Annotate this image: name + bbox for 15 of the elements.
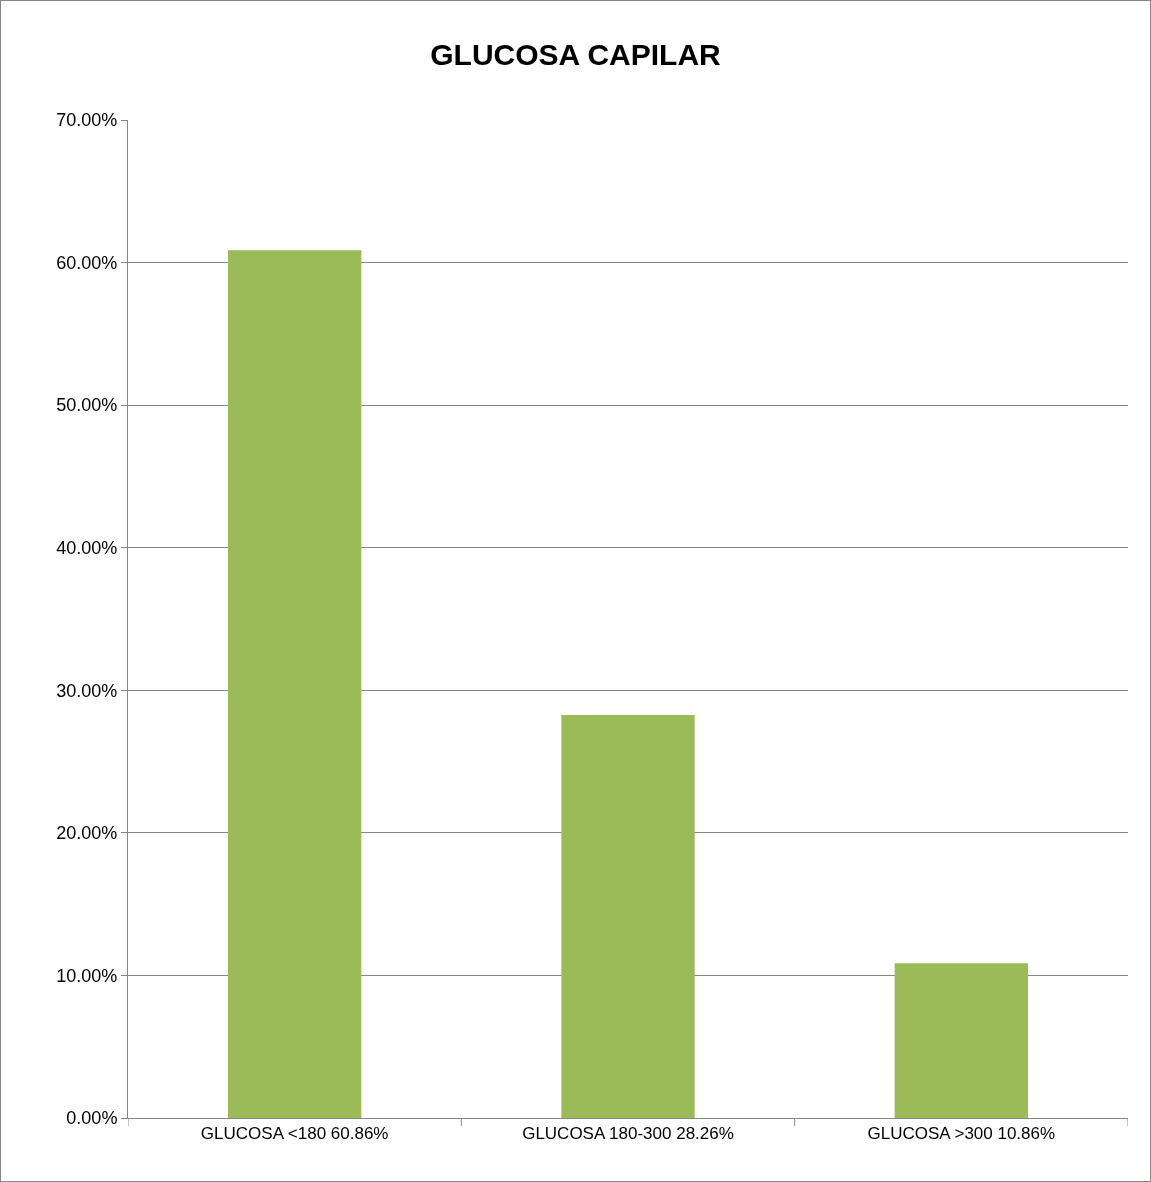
- chart-title: GLUCOSA CAPILAR: [430, 37, 722, 71]
- y-tick-label: 20.00%: [56, 823, 118, 844]
- y-tick-label: 10.00%: [56, 965, 118, 986]
- y-tick-label: 70.00%: [56, 110, 118, 131]
- x-tick-label: GLUCOSA >300 10.86%: [867, 1124, 1056, 1144]
- x-tick-label: GLUCOSA <180 60.86%: [200, 1124, 389, 1144]
- y-tick-label: 60.00%: [56, 252, 118, 273]
- bar: [561, 715, 695, 1118]
- y-tick-label: 30.00%: [56, 680, 118, 701]
- bar: [894, 963, 1028, 1118]
- bar: [228, 250, 362, 1118]
- y-tick-label: 50.00%: [56, 395, 118, 416]
- y-tick-label: 40.00%: [56, 538, 118, 559]
- y-tick-label: 0.00%: [66, 1108, 118, 1129]
- x-tick-label: GLUCOSA 180-300 28.26%: [522, 1124, 734, 1144]
